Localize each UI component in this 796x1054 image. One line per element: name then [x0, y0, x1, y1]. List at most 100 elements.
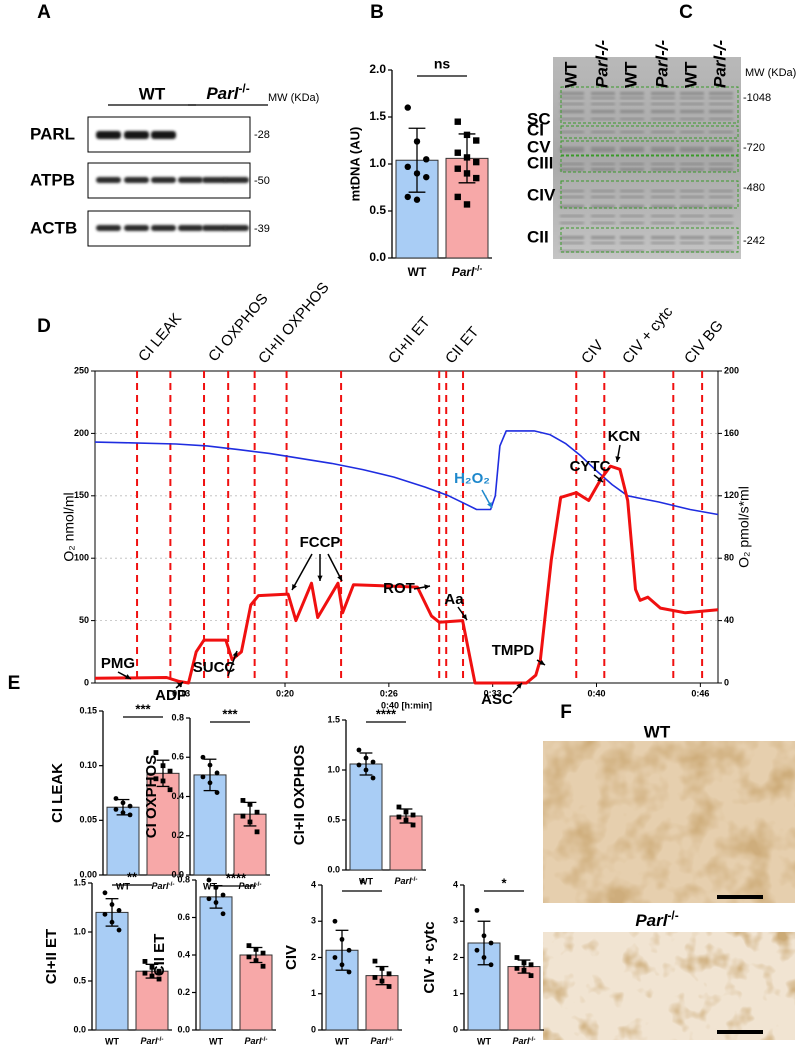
gel-band [591, 236, 615, 239]
band [151, 225, 176, 231]
gel-band [651, 215, 675, 217]
image-texture [543, 932, 795, 1040]
gel [553, 57, 741, 259]
data-point [346, 969, 352, 975]
data-point [149, 973, 155, 979]
data-point [207, 780, 213, 786]
data-point [109, 902, 115, 907]
y-tick-label: 0.0 [327, 864, 340, 874]
gel-band [620, 215, 644, 217]
data-point [396, 804, 402, 810]
y2-axis-label: O₂ pmol/s*ml [736, 486, 752, 568]
region-label: CI+II ET [385, 314, 434, 367]
y-tick-label: 100 [74, 553, 89, 563]
region-label: CI+II OXPHOS [255, 279, 333, 367]
series-line [94, 430, 719, 516]
gel-band [591, 92, 615, 95]
gel-band [560, 150, 584, 152]
data-point [454, 165, 461, 172]
y-tick-label: 3 [311, 916, 316, 926]
data-point [404, 104, 411, 111]
y-tick-label: 150 [74, 490, 89, 500]
x-tick-label: WT [116, 881, 130, 891]
data-point [379, 978, 385, 984]
arrow-head [232, 651, 238, 657]
complex-label: CIV [527, 185, 556, 204]
y-tick-label: 0.6 [171, 752, 184, 762]
data-point [488, 962, 494, 968]
gel-band [651, 92, 675, 95]
gel-band [709, 118, 733, 120]
complex-label: SC [527, 109, 551, 128]
gel-band [709, 163, 733, 165]
arrow-head [125, 674, 131, 679]
panel-label: C [679, 2, 693, 23]
gel-band [709, 250, 733, 252]
panel-label: B [370, 2, 384, 23]
y-tick-label: 0.2 [177, 987, 190, 997]
annotation: H₂O₂ [454, 470, 490, 487]
gel-band [560, 118, 584, 120]
bar-chart: 0.00 0.05 0.10 0.15 CI LEAK WT Parl-/- *** [49, 701, 183, 891]
y-tick-label: 0.5 [327, 814, 340, 824]
data-point [149, 964, 155, 970]
data-point [363, 767, 369, 773]
y-tick-label: 3 [453, 916, 458, 926]
y2-tick-label: 0 [724, 677, 729, 687]
region-label: CI LEAK [135, 310, 185, 365]
gel-band [651, 118, 675, 120]
data-point [403, 817, 409, 823]
gel-band [620, 110, 644, 113]
gel-band [651, 110, 675, 113]
significance-label: * [359, 875, 365, 890]
complex-label: CI [527, 120, 544, 139]
data-point [488, 940, 494, 946]
y2-tick-label: 160 [724, 428, 739, 438]
region-label: CIV [578, 337, 607, 367]
gel-band [680, 168, 704, 171]
data-point [253, 958, 259, 964]
data-point [127, 812, 133, 818]
y-tick-label: 1.0 [369, 156, 386, 170]
y-tick-label: 2 [311, 952, 316, 962]
gel-band [680, 242, 704, 244]
data-point [423, 156, 430, 163]
gel-band [560, 242, 584, 244]
group-label: WT [139, 84, 166, 103]
annotation: ADP [155, 687, 187, 704]
bar-chart: 0 1 2 3 4 CIV WT Parl-/- * [283, 875, 402, 1046]
data-point [214, 770, 220, 776]
y-tick-label: 2.0 [369, 62, 386, 76]
complex-label: CV [527, 137, 551, 156]
data-point [463, 131, 471, 139]
data-point [396, 814, 402, 820]
y-tick-label: 0 [453, 1024, 458, 1034]
x-axis-label: 0:40 [h:min] [381, 700, 432, 710]
gel-band [591, 150, 615, 152]
annotation: ROT [383, 580, 415, 597]
gel-band [620, 97, 644, 99]
y-tick-label: 0.6 [177, 912, 190, 922]
data-point [370, 759, 376, 765]
gel-band [651, 163, 675, 165]
data-point [356, 747, 362, 753]
y-axis-label: CIV + cytc [421, 921, 438, 993]
gel-band [560, 103, 584, 105]
significance-label: ** [127, 869, 138, 884]
gel-band [591, 215, 615, 217]
arrow-head [516, 683, 522, 689]
data-point [220, 892, 226, 898]
data-point [156, 968, 162, 974]
bar [106, 806, 140, 876]
data-point [372, 958, 378, 964]
gel-band [709, 196, 733, 198]
data-point [528, 962, 534, 968]
panel-label: A [37, 2, 51, 23]
gel-band [591, 222, 615, 224]
gel-band [651, 205, 675, 208]
y-tick-label: 0.8 [177, 874, 190, 884]
x-tick-label: WT [105, 1036, 119, 1046]
data-point [116, 927, 122, 933]
gel-band [591, 97, 615, 99]
y-tick-label: 0.8 [171, 712, 184, 722]
